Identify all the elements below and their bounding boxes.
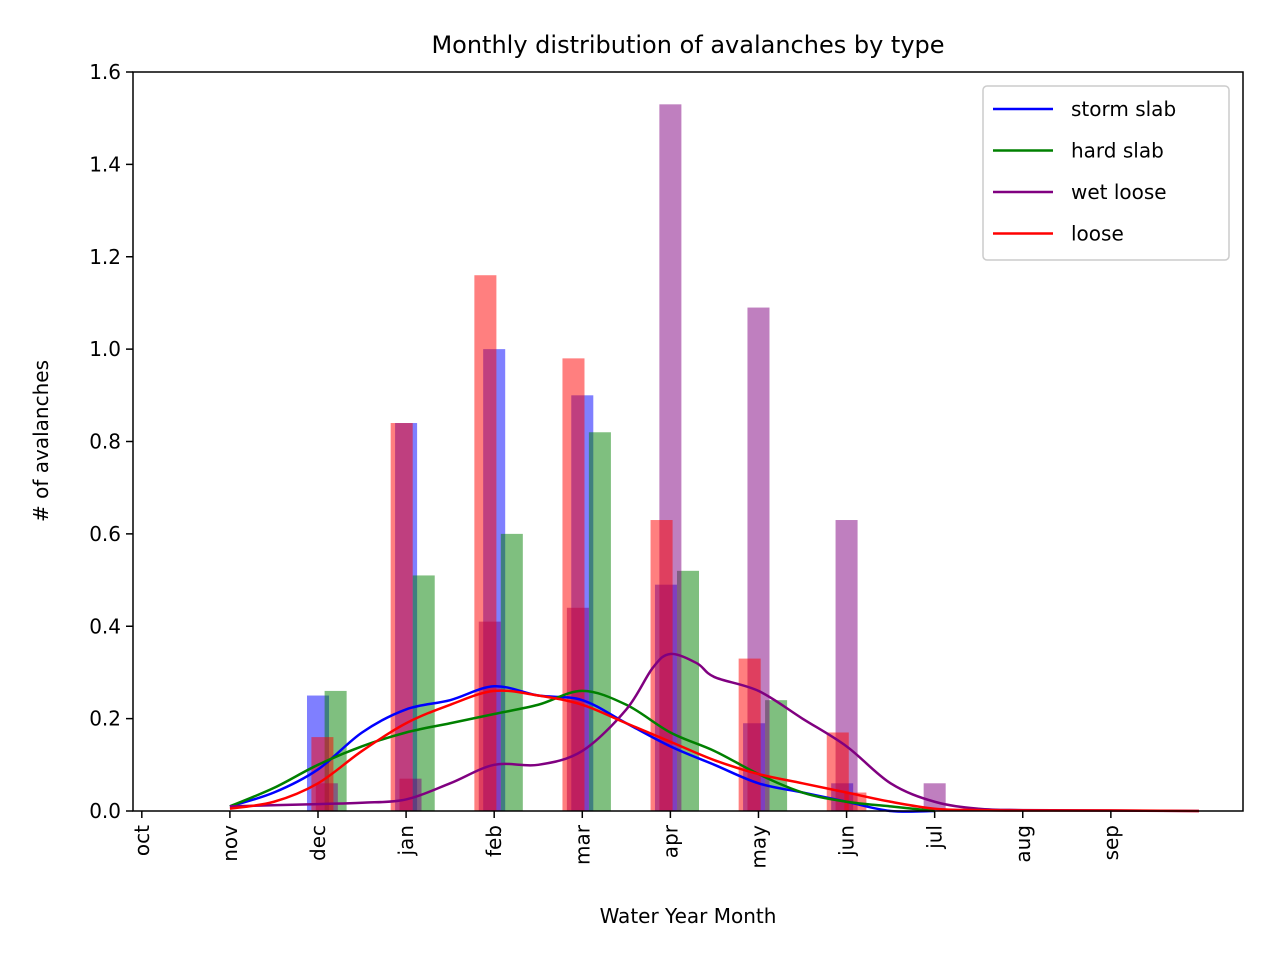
x-tick-label-sep: sep (1099, 825, 1123, 860)
y-tick-label-3: 0.6 (89, 522, 121, 546)
kde-line-hard-slab (229, 689, 935, 813)
legend-label-loose: loose (1071, 222, 1124, 246)
kde-line-loose (229, 689, 1199, 813)
x-tick-label-jun: jun (835, 825, 859, 857)
y-axis-label: # of avalanches (29, 360, 53, 522)
bar-loose-0 (311, 737, 334, 811)
legend-label-storm-slab: storm slab (1071, 97, 1176, 121)
x-tick-label-dec: dec (306, 825, 330, 861)
y-tick-label-8: 1.6 (89, 60, 121, 84)
kde-layer (229, 652, 1199, 813)
y-tick-label-1: 0.2 (89, 707, 121, 731)
x-tick-label-jul: jul (923, 825, 947, 850)
bar-loose-5 (738, 658, 761, 811)
y-tick-label-4: 0.8 (89, 430, 121, 454)
bar-hard-slab-2 (500, 533, 523, 811)
x-axis-label: Water Year Month (600, 904, 777, 928)
y-tick-label-2: 0.4 (89, 614, 121, 638)
y-tick-label-0: 0.0 (89, 799, 121, 823)
x-tick-label-nov: nov (218, 825, 242, 862)
y-tick-label-7: 1.4 (89, 152, 121, 176)
legend-box (982, 85, 1230, 261)
bar-loose-3 (562, 358, 585, 811)
x-tick-label-feb: feb (482, 825, 506, 857)
bar-hard-slab-1 (412, 575, 435, 811)
legend-label-wet-loose: wet loose (1071, 180, 1167, 204)
x-axis: oct nov dec jan feb mar apr may jun jul aug sep (130, 811, 1123, 869)
x-tick-label-jan: jan (394, 825, 418, 857)
x-tick-label-mar: mar (570, 824, 594, 865)
bar-hard-slab-3 (588, 432, 611, 811)
x-tick-label-apr: apr (658, 824, 682, 858)
x-tick-label-oct: oct (130, 825, 154, 856)
bar-loose-2 (474, 275, 497, 812)
y-tick-label-6: 1.2 (89, 245, 121, 269)
y-tick-label-5: 1.0 (89, 337, 121, 361)
legend: storm slab hard slab wet loose loose (982, 85, 1230, 261)
x-tick-label-may: may (746, 825, 770, 869)
chart-title: Monthly distribution of avalanches by ty… (431, 31, 944, 59)
y-axis: 0.0 0.2 0.4 0.6 0.8 1.0 1.2 1.4 1.6 (89, 60, 133, 823)
bar-loose-1 (390, 423, 413, 811)
legend-label-hard-slab: hard slab (1071, 139, 1164, 163)
kde-line-wet-loose (229, 652, 1199, 813)
x-tick-label-aug: aug (1011, 825, 1035, 863)
